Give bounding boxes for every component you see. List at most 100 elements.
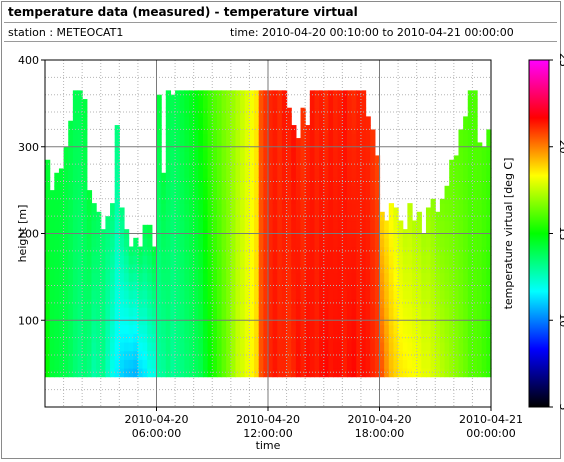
heatmap-cell: [360, 116, 367, 126]
heatmap-cell: [58, 350, 65, 360]
heatmap-cell: [96, 211, 102, 222]
heatmap-cell: [114, 289, 120, 300]
heatmap-cell: [86, 333, 93, 343]
heatmap-cell: [425, 367, 432, 378]
heatmap-cell: [68, 307, 74, 317]
heatmap-cell: [249, 133, 255, 144]
heatmap-cell: [407, 307, 413, 317]
heatmap-cell: [45, 255, 51, 265]
heatmap-cell: [305, 341, 311, 352]
heatmap-cell: [202, 255, 209, 265]
heatmap-cell: [425, 272, 432, 282]
heatmap-cell: [449, 263, 455, 274]
heatmap-cell: [244, 125, 251, 135]
heatmap-cell: [179, 168, 185, 178]
heatmap-cell: [49, 237, 55, 248]
heatmap-cell: [189, 359, 195, 369]
heatmap-cell: [68, 237, 74, 248]
heatmap-cell: [472, 263, 478, 274]
heatmap-cell: [477, 211, 483, 222]
heatmap-cell: [193, 263, 199, 274]
grid-lines: [45, 60, 491, 407]
heatmap-cell: [328, 298, 334, 308]
heatmap-cell: [444, 289, 450, 300]
heatmap-cell: [110, 255, 116, 265]
heatmap-cell: [328, 194, 334, 204]
heatmap-cell: [416, 341, 422, 352]
heatmap-cell: [435, 255, 441, 265]
heatmap-cell: [319, 359, 325, 369]
heatmap-cell: [412, 341, 418, 352]
heatmap-cell: [272, 168, 278, 178]
heatmap-cell: [263, 333, 269, 343]
heatmap-cell: [235, 194, 241, 204]
heatmap-cell: [128, 255, 134, 265]
heatmap-cell: [379, 272, 385, 282]
heatmap-cell: [189, 341, 195, 352]
heatmap-cell: [305, 281, 311, 291]
heatmap-cell: [486, 185, 492, 196]
heatmap-cell: [151, 272, 158, 282]
heatmap-cell: [481, 237, 487, 248]
heatmap-cell: [337, 246, 343, 256]
heatmap-cell: [235, 367, 241, 378]
heatmap-cell: [333, 116, 339, 126]
heatmap-cell: [161, 177, 167, 187]
heatmap-cell: [216, 220, 223, 230]
heatmap-cell: [193, 324, 199, 334]
heatmap-cell: [430, 237, 436, 248]
heatmap-cell: [319, 151, 325, 161]
heatmap-cell: [212, 177, 218, 187]
heatmap-cell: [110, 281, 116, 291]
heatmap-cell: [165, 116, 172, 126]
heatmap-cell: [412, 307, 418, 317]
heatmap-cell: [142, 324, 148, 334]
heatmap-cell: [263, 246, 269, 256]
heatmap-cell: [221, 194, 227, 204]
heatmap-cell: [258, 151, 264, 161]
heatmap-cell: [323, 289, 329, 300]
heatmap-cell: [384, 324, 390, 334]
heatmap-cell: [272, 99, 278, 109]
heatmap-cell: [230, 90, 237, 100]
heatmap-cell: [458, 203, 464, 213]
heatmap-cell: [286, 333, 292, 343]
heatmap-cell: [58, 177, 65, 187]
heatmap-cell: [458, 350, 464, 360]
heatmap-cell: [165, 341, 172, 352]
heatmap-cell: [323, 298, 329, 308]
heatmap-cell: [323, 125, 329, 135]
heatmap-cell: [193, 116, 199, 126]
heatmap-cell: [444, 237, 450, 248]
heatmap-cell: [91, 255, 97, 265]
heatmap-cell: [305, 203, 311, 213]
heatmap-cell: [254, 168, 260, 178]
heatmap-cell: [333, 220, 339, 230]
heatmap-cell: [189, 281, 195, 291]
heatmap-cell: [486, 324, 492, 334]
heatmap-cell: [133, 359, 139, 369]
heatmap-cell: [77, 255, 83, 265]
heatmap-cell: [328, 168, 334, 178]
heatmap-cell: [444, 203, 450, 213]
heatmap-cell: [449, 203, 455, 213]
heatmap-cell: [356, 289, 362, 300]
heatmap-cell: [226, 272, 232, 282]
heatmap-cell: [277, 359, 283, 369]
heatmap-cell: [342, 203, 348, 213]
heatmap-cell: [281, 289, 288, 300]
heatmap-cell: [481, 151, 487, 161]
heatmap-cell: [128, 307, 134, 317]
heatmap-cell: [151, 263, 158, 274]
heatmap-cell: [49, 289, 55, 300]
heatmap-cell: [472, 255, 478, 265]
heatmap-cell: [277, 99, 283, 109]
heatmap-cell: [458, 211, 464, 222]
heatmap-cell: [147, 350, 153, 360]
heatmap-cell: [82, 185, 88, 196]
heatmap-cell: [272, 246, 278, 256]
heatmap-cell: [467, 246, 474, 256]
heatmap-cell: [184, 263, 190, 274]
heatmap-cell: [77, 99, 83, 109]
heatmap-cell: [323, 168, 329, 178]
